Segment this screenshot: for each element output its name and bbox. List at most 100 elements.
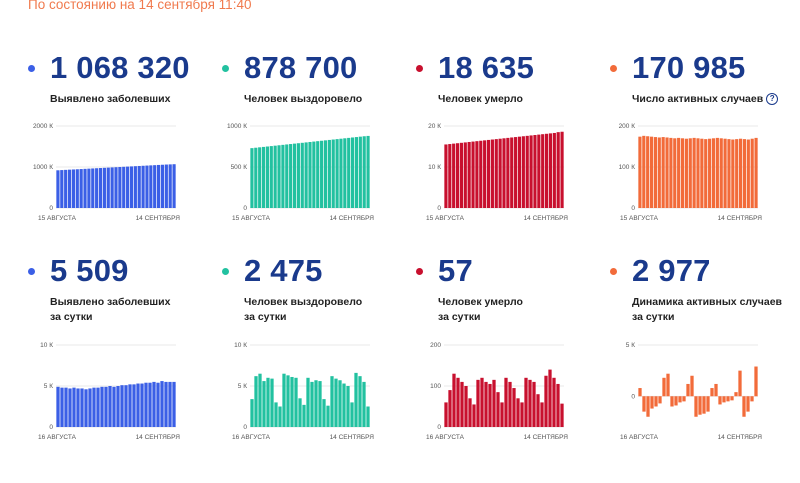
bar — [540, 402, 544, 427]
x-label-end: 14 СЕНТЯБРЯ — [136, 215, 181, 222]
bar — [316, 141, 320, 208]
legend-dot-icon — [416, 268, 423, 275]
stat-label: Число активных случаев? — [632, 92, 779, 107]
bar — [67, 169, 72, 208]
bar — [366, 406, 370, 427]
bar — [56, 386, 60, 427]
bar — [730, 396, 734, 401]
stat-label-line1: Человек выздоровело — [244, 296, 363, 308]
bar — [492, 379, 496, 427]
bar — [494, 139, 498, 208]
bar — [548, 369, 552, 427]
bar — [476, 379, 480, 427]
bar-chart: 0 1000 К 2000 К 15 АВГУСТА 14 СЕНТЯБРЯ — [33, 123, 181, 222]
bar — [302, 404, 306, 427]
bar — [452, 373, 456, 427]
stat-value: 18 635 — [438, 50, 535, 85]
stat-label-line2: за сутки — [244, 311, 287, 323]
bar — [490, 139, 494, 208]
stat-card-active-total: 170 985 Число активных случаев? 0 100 К 200 … — [610, 50, 800, 280]
bar — [362, 136, 366, 208]
bar — [692, 137, 696, 208]
bar — [258, 147, 262, 208]
bar — [738, 138, 743, 208]
bar — [274, 402, 278, 427]
bar — [300, 142, 304, 208]
y-tick-label: 0 — [437, 424, 441, 431]
stat-label-line1: Выявлено заболевших — [50, 296, 171, 308]
bar — [108, 386, 112, 427]
bar — [686, 383, 690, 397]
bar — [537, 134, 541, 208]
bar — [326, 405, 330, 427]
bar — [254, 376, 258, 427]
help-icon[interactable]: ? — [766, 93, 779, 105]
bar — [68, 388, 72, 427]
bar — [521, 136, 525, 208]
bar — [75, 169, 79, 208]
bar — [335, 139, 339, 208]
status-timestamp: По состоянию на 14 сентября 11:40 — [28, 0, 252, 12]
bar — [79, 169, 83, 208]
bar — [706, 396, 710, 412]
bar — [296, 143, 300, 208]
stat-card-cases-total: 1 068 320 Выявлено заболевших 0 1000 К 2000 … — [28, 50, 218, 280]
bar — [688, 138, 692, 208]
bar — [88, 388, 92, 427]
stat-card-deaths-daily: 57 Человек умерло за сутки 0 100 200 16 АВГУСТ… — [416, 253, 606, 483]
y-tick-label: 20 К — [428, 123, 441, 130]
x-label-start: 16 АВГУСТА — [426, 434, 465, 441]
bar — [104, 386, 108, 427]
bar — [536, 394, 540, 427]
bar — [137, 165, 141, 208]
bar — [661, 137, 665, 208]
bar — [556, 132, 560, 208]
bar — [514, 137, 518, 208]
bar — [120, 385, 124, 427]
bar — [156, 382, 160, 427]
bar — [479, 140, 483, 208]
stat-value: 878 700 — [244, 50, 358, 85]
bar — [164, 164, 168, 208]
bar — [444, 402, 448, 427]
bar — [484, 381, 488, 427]
bar — [140, 383, 144, 427]
bar — [525, 135, 529, 208]
stat-label: Человек выздоровело за сутки — [244, 295, 362, 325]
bar — [455, 143, 460, 208]
bar — [72, 387, 76, 427]
stat-label: Выявлено заболевших за сутки — [50, 295, 170, 325]
legend-dot-icon — [610, 65, 617, 72]
bar — [290, 376, 294, 427]
bar — [488, 383, 492, 427]
bar — [60, 387, 64, 427]
stat-label-line1: Человек умерло — [438, 93, 523, 105]
stat-label-line1: Человек умерло — [438, 296, 523, 308]
bar — [734, 392, 738, 397]
bar — [517, 136, 522, 208]
bar — [343, 138, 347, 208]
bar — [129, 166, 134, 208]
stat-label: Человек выздоровело — [244, 92, 362, 107]
stat-label-line2: за сутки — [632, 311, 675, 323]
bar — [60, 170, 64, 208]
bar — [331, 139, 335, 208]
bar — [168, 381, 172, 427]
bar-chart: 0 10 К 20 К 15 АВГУСТА 14 СЕНТЯБРЯ — [426, 123, 568, 222]
bar — [714, 383, 718, 397]
bar — [528, 379, 532, 427]
y-tick-label: 10 К — [40, 342, 53, 349]
y-tick-label: 0 — [49, 205, 53, 212]
bar — [711, 138, 716, 208]
bar — [358, 136, 362, 208]
bar — [160, 381, 164, 427]
stat-label-line1: Человек выздоровело — [244, 93, 363, 105]
stat-card-cases-daily: 5 509 Выявлено заболевших за сутки 0 5 К 10 К… — [28, 253, 218, 483]
y-tick-label: 5 К — [44, 383, 53, 390]
bar — [149, 165, 153, 208]
bar — [281, 144, 285, 208]
bar — [731, 139, 735, 208]
bar — [350, 402, 354, 427]
bar — [330, 376, 334, 427]
stat-value: 2 475 — [244, 253, 323, 288]
